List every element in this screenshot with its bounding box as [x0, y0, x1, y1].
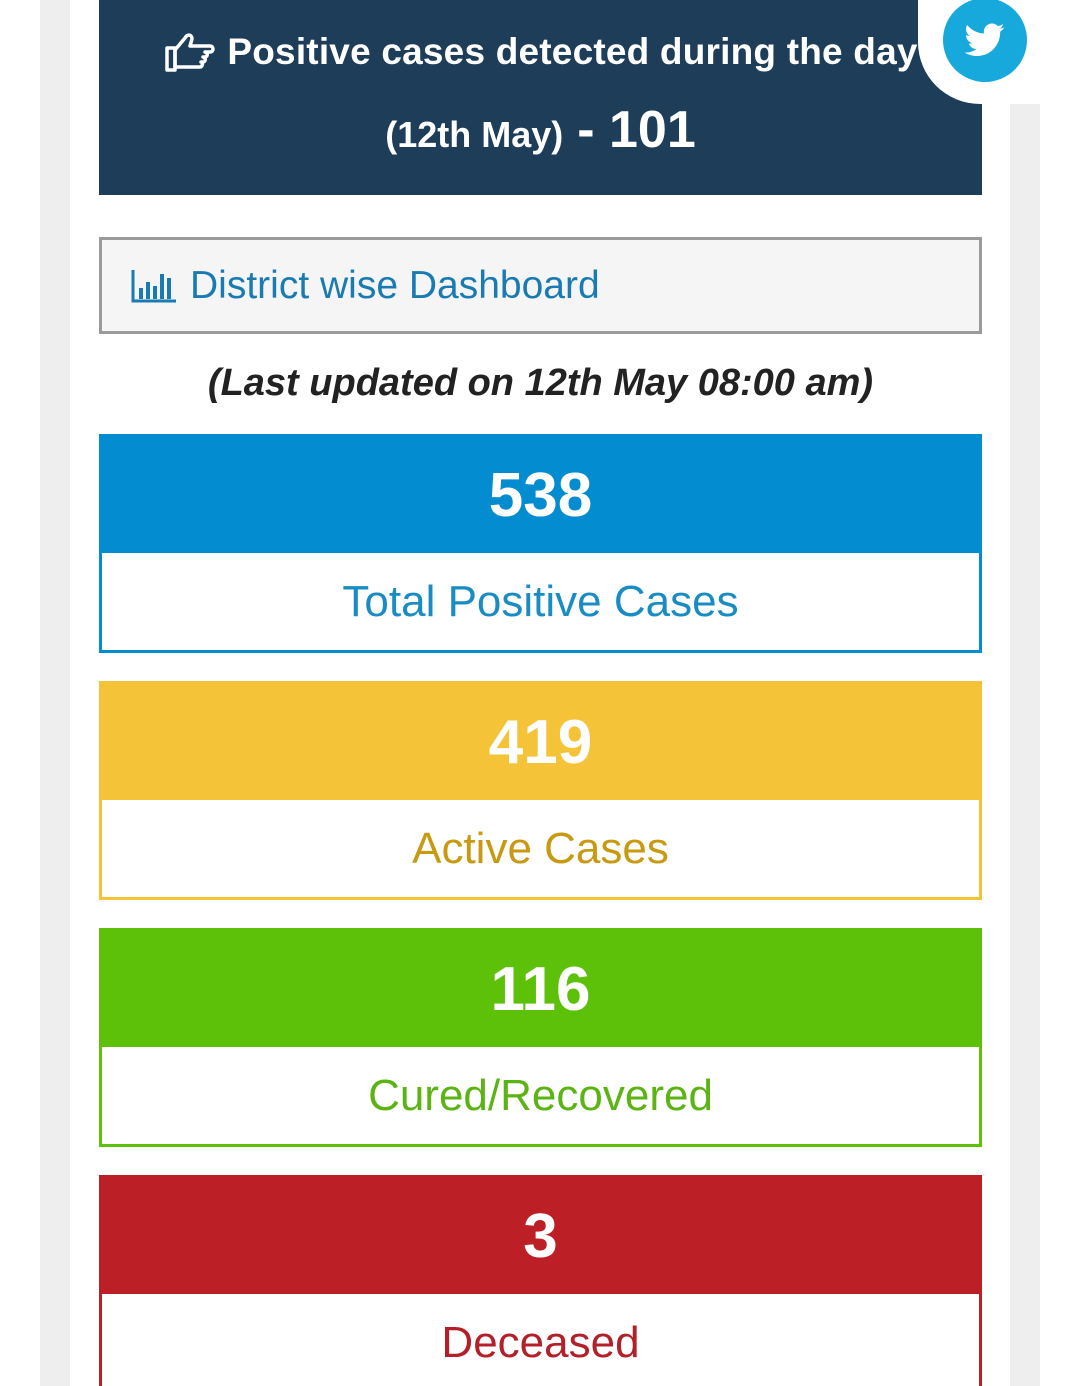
- stat-card-cured: 116 Cured/Recovered: [99, 928, 982, 1147]
- daily-cases-count: - 101: [577, 101, 696, 159]
- daily-cases-banner: Positive cases detected during the day (…: [99, 0, 982, 195]
- hand-pointing-right-icon: [165, 33, 216, 72]
- stat-label-cured: Cured/Recovered: [102, 1047, 979, 1144]
- stat-card-total-positive: 538 Total Positive Cases: [99, 434, 982, 653]
- stat-card-active: 419 Active Cases: [99, 681, 982, 900]
- daily-cases-count-row: (12th May) - 101: [99, 100, 982, 160]
- last-updated-text: (Last updated on 12th May 08:00 am): [207, 362, 874, 404]
- stat-value-total-positive: 538: [102, 437, 979, 553]
- stat-label-active: Active Cases: [102, 800, 979, 897]
- stat-value-active: 419: [102, 684, 979, 800]
- stat-value-cured: 116: [102, 931, 979, 1047]
- bar-chart-icon: [131, 269, 176, 302]
- district-dashboard-link[interactable]: District wise Dashboard: [99, 237, 982, 334]
- daily-cases-title: Positive cases detected during the day: [227, 31, 918, 72]
- stat-label-deceased: Deceased: [102, 1294, 979, 1386]
- daily-cases-date: (12th May): [385, 114, 564, 155]
- district-dashboard-label: District wise Dashboard: [190, 263, 600, 307]
- page-gutter-left: [40, 0, 70, 1386]
- stat-label-total-positive: Total Positive Cases: [102, 553, 979, 650]
- stat-card-deceased: 3 Deceased: [99, 1175, 982, 1386]
- twitter-button[interactable]: [943, 0, 1027, 82]
- page-gutter-right: [1010, 0, 1040, 1386]
- twitter-icon: [965, 23, 1005, 56]
- daily-cases-title-row: Positive cases detected during the day: [99, 28, 982, 76]
- stat-value-deceased: 3: [102, 1178, 979, 1294]
